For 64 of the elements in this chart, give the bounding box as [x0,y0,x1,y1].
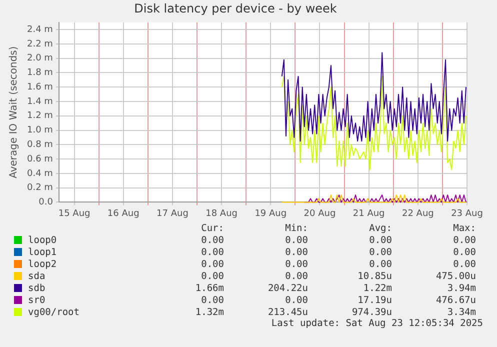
text: 0.00 [200,294,224,306]
text: 0.00 [284,246,308,258]
x-tick-label: 18 Aug [206,208,238,219]
text: Avg: [368,222,392,234]
text: 204.22u [266,282,308,294]
y-tick-label: 2.2 m [26,39,53,50]
y-tick-label: 0.8 m [26,140,53,150]
y-tick-label: 1.6 m [26,82,53,92]
x-tick-label: 15 Aug [58,208,90,219]
legend-label: sda [27,270,46,282]
legend-label: vg00/root [27,306,80,318]
text: Max: [452,222,476,234]
text: 0.00 [368,258,392,270]
y-tick-label: 0.0 [38,198,54,208]
x-tick-label: 17 Aug [156,208,188,219]
text: 1.22m [362,282,392,294]
text: 3.94m [446,282,476,294]
y-tick-label: 1.8 m [26,68,53,78]
text: 0.00 [284,294,308,306]
text: 0.00 [200,246,224,258]
x-tick-label: 16 Aug [107,208,140,219]
y-tick-label: 0.4 m [26,168,53,179]
chart-title: Disk latency per device - by week [134,1,337,16]
y-tick-label: 1.0 m [26,126,53,136]
y-tick-label: 1.2 m [26,111,53,122]
text: 0.00 [200,234,224,246]
text: 0.00 [452,246,476,258]
y-tick-label: 0.2 m [26,183,53,194]
text: 0.00 [284,234,308,246]
x-tick-label: 19 Aug [254,208,287,219]
text: 17.19u [356,294,392,306]
legend-label: sr0 [27,294,46,306]
y-tick-label: 2.0 m [26,54,53,64]
legend-label: loop1 [27,246,58,258]
text: 1.32m [194,306,224,318]
text: 1.66m [194,282,224,294]
text: 0.00 [368,246,392,258]
legend-label: sdb [27,282,46,294]
text: 974.39u [350,306,392,318]
x-tick-label: 23 Aug [451,208,483,219]
text: 0.00 [284,258,308,270]
x-tick-label: 20 Aug [304,208,336,219]
text: Cur: [200,222,224,234]
text: 475.00u [434,270,476,282]
y-tick-label: 1.4 m [26,96,53,107]
text: Last update: Sat Aug 23 12:05:34 2025 [271,318,483,329]
x-tick-label: 21 Aug [352,208,385,219]
y-tick-label: 2.4 m [26,24,53,35]
text: 3.34m [446,306,476,318]
y-axis-title: Average IO Wait (seconds) [8,46,20,178]
text: Min: [284,222,308,234]
text: 476.67u [434,294,476,306]
text: 10.85u [356,270,392,282]
text: 213.45u [266,306,308,318]
text: 0.00 [200,258,224,270]
legend-label: loop0 [27,234,58,246]
legend-label: loop2 [27,258,58,270]
text: 0.00 [452,258,476,270]
text: 0.00 [452,234,476,246]
text: 0.00 [200,270,224,282]
y-tick-label: 0.6 m [26,154,53,164]
x-tick-label: 22 Aug [402,208,434,219]
text: 0.00 [284,270,308,282]
text: 0.00 [368,234,392,246]
